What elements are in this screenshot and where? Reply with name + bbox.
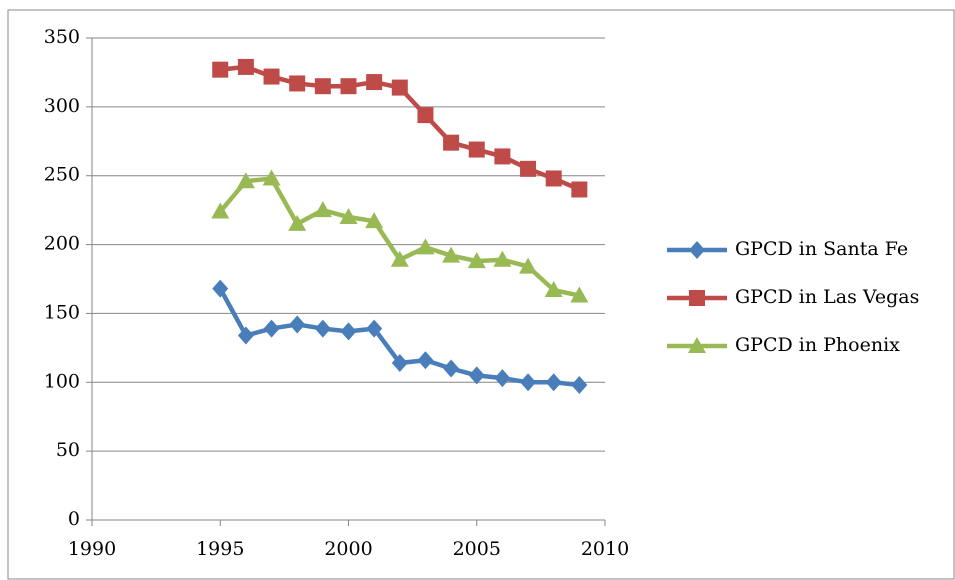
marker	[417, 351, 434, 370]
marker	[289, 75, 306, 92]
marker	[545, 170, 562, 187]
marker	[263, 68, 280, 85]
x-tick-label: 2010	[581, 538, 629, 560]
marker	[263, 319, 280, 338]
marker	[468, 366, 485, 385]
marker	[366, 74, 383, 91]
marker	[288, 214, 307, 231]
marker	[545, 373, 562, 392]
marker	[689, 241, 705, 259]
marker	[688, 337, 706, 353]
marker	[467, 252, 486, 269]
x-tick-label: 2005	[453, 538, 501, 560]
marker	[212, 61, 229, 78]
marker	[289, 315, 306, 334]
marker	[417, 107, 434, 124]
marker	[520, 160, 537, 177]
y-tick-label: 200	[44, 233, 80, 255]
marker	[689, 290, 705, 306]
legend-label: GPCD in Phoenix	[735, 334, 900, 356]
y-tick-label: 150	[44, 301, 80, 323]
legend-label: GPCD in Las Vegas	[735, 286, 919, 308]
y-tick-label: 100	[44, 370, 80, 392]
marker	[365, 212, 384, 229]
marker	[571, 181, 588, 198]
marker	[340, 322, 357, 341]
y-tick-label: 350	[44, 26, 80, 48]
x-tick-label: 1995	[196, 538, 244, 560]
marker	[391, 354, 408, 373]
legend-label: GPCD in Santa Fe	[735, 238, 908, 260]
marker	[366, 319, 383, 338]
marker	[339, 208, 358, 225]
marker	[520, 373, 537, 392]
marker	[390, 250, 409, 267]
marker	[313, 201, 332, 218]
marker	[442, 246, 461, 263]
marker	[237, 326, 254, 345]
marker	[391, 79, 408, 96]
y-tick-label: 0	[68, 508, 80, 530]
marker	[211, 202, 230, 219]
marker	[416, 238, 435, 255]
marker	[314, 319, 331, 338]
marker	[443, 359, 460, 378]
marker	[494, 369, 511, 388]
marker	[340, 78, 357, 95]
marker	[314, 78, 331, 95]
marker	[262, 169, 281, 186]
marker	[571, 376, 588, 395]
y-tick-label: 50	[56, 439, 80, 461]
y-tick-label: 250	[44, 164, 80, 186]
marker	[519, 257, 538, 274]
y-tick-label: 300	[44, 95, 80, 117]
marker	[493, 250, 512, 267]
marker	[237, 58, 254, 75]
chart-frame	[7, 9, 955, 580]
marker	[468, 141, 485, 158]
marker	[443, 134, 460, 151]
x-tick-label: 1990	[68, 538, 116, 560]
marker	[236, 172, 255, 189]
marker	[544, 281, 563, 298]
x-tick-label: 2000	[324, 538, 372, 560]
marker	[212, 279, 229, 298]
marker	[570, 286, 589, 303]
marker	[494, 148, 511, 165]
